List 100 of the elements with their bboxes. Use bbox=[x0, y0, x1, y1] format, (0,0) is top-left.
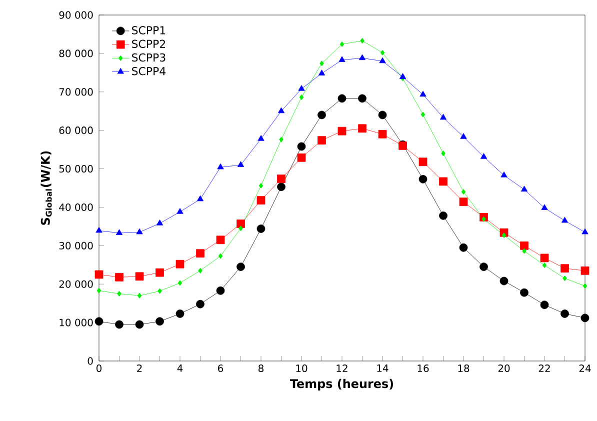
point bbox=[542, 262, 547, 268]
point bbox=[178, 280, 182, 286]
point bbox=[541, 204, 548, 210]
x-tick-label: 20 bbox=[498, 364, 510, 372]
point bbox=[136, 228, 143, 234]
x-tick-label: 4 bbox=[177, 364, 183, 372]
point bbox=[216, 236, 225, 244]
x-tick-label: 10 bbox=[296, 364, 308, 372]
point bbox=[116, 229, 123, 235]
point bbox=[94, 317, 104, 326]
point bbox=[439, 177, 448, 186]
point bbox=[582, 283, 588, 289]
point bbox=[156, 220, 164, 226]
x-tick-label: 6 bbox=[218, 364, 224, 372]
point bbox=[378, 130, 387, 138]
point bbox=[460, 133, 467, 139]
point bbox=[482, 216, 486, 222]
x-tick-label: 22 bbox=[538, 364, 550, 372]
point bbox=[440, 114, 447, 120]
point bbox=[176, 310, 184, 318]
point bbox=[236, 220, 245, 228]
point bbox=[297, 153, 306, 162]
y-tick-label: 0 bbox=[88, 357, 93, 365]
y-tick-label: 10 000 bbox=[60, 318, 93, 326]
point bbox=[176, 260, 184, 268]
legend-label: SCPP4 bbox=[132, 66, 166, 76]
point bbox=[439, 211, 448, 220]
point bbox=[580, 266, 590, 275]
point bbox=[320, 60, 324, 66]
point bbox=[196, 195, 204, 202]
point bbox=[562, 276, 567, 282]
point bbox=[96, 226, 102, 233]
point bbox=[158, 288, 162, 294]
point bbox=[379, 57, 386, 64]
point bbox=[399, 73, 406, 79]
x-tick-label: 8 bbox=[258, 364, 264, 372]
point bbox=[216, 286, 225, 295]
point bbox=[338, 126, 346, 136]
legend-label: SCPP3 bbox=[132, 53, 166, 62]
point bbox=[256, 224, 266, 233]
x-tick-label: 12 bbox=[336, 364, 348, 372]
point bbox=[441, 150, 446, 156]
point bbox=[358, 124, 366, 133]
y-tick-label: 30 000 bbox=[59, 242, 93, 250]
point bbox=[196, 300, 204, 308]
y-tick-label: 50 000 bbox=[59, 165, 93, 173]
point bbox=[279, 136, 284, 142]
point bbox=[520, 186, 528, 192]
x-axis-title: Temps (heures) bbox=[290, 378, 394, 390]
point bbox=[540, 300, 549, 310]
point bbox=[480, 262, 488, 271]
y-tick-label: 90 000 bbox=[59, 11, 93, 19]
point bbox=[560, 264, 569, 273]
point bbox=[137, 292, 142, 298]
point bbox=[358, 54, 366, 60]
point bbox=[277, 174, 286, 183]
point bbox=[500, 172, 508, 178]
point bbox=[238, 226, 243, 232]
point bbox=[380, 50, 385, 56]
y-tick-label: 70 000 bbox=[59, 88, 93, 96]
x-tick-label: 24 bbox=[579, 364, 591, 372]
point bbox=[459, 243, 468, 252]
point bbox=[94, 270, 104, 279]
point bbox=[96, 288, 102, 294]
point bbox=[338, 56, 346, 62]
legend-label: SCPP2 bbox=[132, 40, 166, 48]
point bbox=[522, 248, 526, 254]
point bbox=[218, 253, 223, 259]
point bbox=[156, 317, 164, 326]
point bbox=[318, 70, 326, 76]
point bbox=[500, 276, 508, 286]
point bbox=[217, 163, 224, 170]
point bbox=[277, 182, 286, 192]
point bbox=[378, 110, 387, 120]
x-tick-label: 18 bbox=[458, 364, 470, 372]
point bbox=[420, 90, 426, 97]
point bbox=[318, 136, 326, 145]
point bbox=[196, 249, 204, 258]
legend-label: SCPP1 bbox=[132, 26, 166, 34]
point bbox=[418, 158, 428, 166]
point bbox=[176, 208, 184, 214]
point bbox=[258, 135, 264, 141]
point bbox=[561, 216, 568, 223]
point bbox=[461, 189, 466, 195]
point bbox=[340, 41, 344, 48]
point bbox=[338, 94, 346, 103]
point bbox=[115, 320, 124, 329]
y-tick-label: 20 000 bbox=[59, 280, 93, 288]
point bbox=[198, 268, 202, 274]
x-tick-label: 2 bbox=[137, 364, 142, 372]
point bbox=[580, 314, 590, 322]
point bbox=[299, 94, 304, 100]
point bbox=[256, 196, 266, 204]
point bbox=[237, 161, 244, 167]
point bbox=[297, 142, 306, 151]
point bbox=[418, 174, 428, 184]
point bbox=[156, 268, 164, 277]
point bbox=[135, 272, 144, 281]
point bbox=[115, 273, 124, 282]
y-tick-label: 80 000 bbox=[59, 50, 93, 58]
